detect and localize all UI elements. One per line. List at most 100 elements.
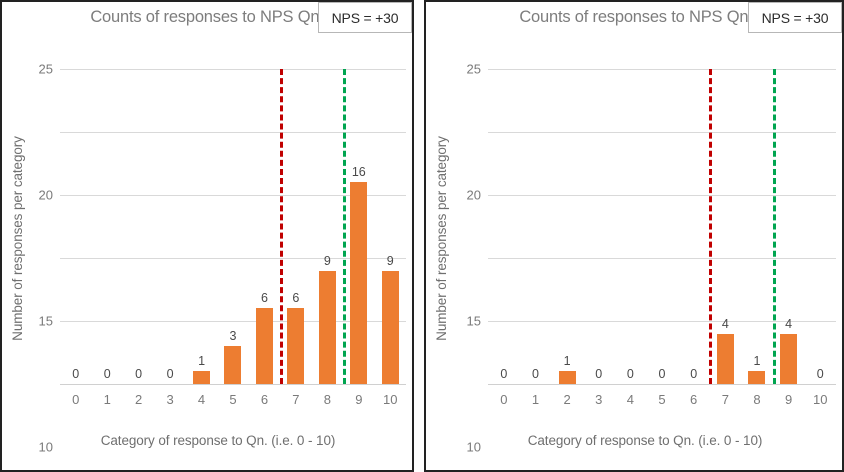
x-axis-tick-label: 10: [812, 392, 828, 407]
bar-value-label: 0: [690, 367, 698, 381]
bar-slot: 0: [60, 69, 91, 384]
bar[interactable]: [780, 333, 798, 384]
bar-slot: 0: [646, 69, 678, 384]
bar-value-label: 0: [626, 367, 634, 381]
bar-slot: 6: [280, 69, 311, 384]
gridline: 5: [60, 321, 406, 322]
bar[interactable]: [381, 270, 399, 384]
bar-value-label: 0: [531, 367, 539, 381]
bar[interactable]: [224, 346, 242, 384]
bar[interactable]: [287, 308, 305, 384]
x-axis-tick-label: 10: [383, 392, 398, 407]
bar-value-label: 0: [500, 367, 508, 381]
gridline: 10: [39, 258, 406, 455]
bar-slot: 4: [709, 69, 741, 384]
chart-panel-right[interactable]: Counts of responses to NPS Qn. NPS = +30…: [424, 0, 844, 472]
promoter-threshold-line: [772, 69, 776, 384]
bar-value-label: 6: [260, 291, 268, 306]
y-axis-title-text: Number of responses per category: [433, 135, 449, 341]
bar-slot: 0: [488, 69, 520, 384]
bar-value-label: 1: [563, 354, 571, 369]
bar-slot: 0: [615, 69, 647, 384]
bar-value-label: 0: [103, 367, 111, 381]
x-axis-tick-label: 9: [784, 392, 793, 407]
x-axis-tick-label: 1: [531, 392, 540, 407]
y-axis-title-text: Number of responses per category: [9, 135, 25, 341]
y-axis-tick-label: 15: [38, 313, 53, 329]
bar[interactable]: [350, 182, 368, 384]
gridline: 25: [467, 62, 836, 77]
x-axis-tick-label: 8: [323, 392, 331, 407]
bar-value-label: 0: [72, 367, 80, 381]
page-title: Counts of responses to NPS Qn.: [90, 8, 324, 26]
bar[interactable]: [255, 308, 273, 384]
x-axis-tick-label: 2: [135, 392, 143, 407]
bar-value-label: 0: [135, 367, 143, 381]
bar-slot: 0: [91, 69, 122, 384]
x-axis-tick-label: 4: [197, 392, 206, 407]
detractor-threshold-line: [709, 69, 713, 384]
bar-value-label: 0: [816, 367, 824, 381]
gridline: 20: [39, 132, 406, 203]
bar-slot: 0: [123, 69, 154, 384]
y-axis-tick-label: 20: [466, 187, 481, 203]
nps-score-badge: NPS = +30: [318, 2, 412, 33]
x-axis-tick-label: 5: [658, 392, 666, 407]
bar-slot: 0: [520, 69, 552, 384]
bar-slot: 0: [678, 69, 710, 384]
bar-value-label: 9: [323, 253, 331, 268]
gridline: 25: [39, 62, 406, 77]
x-axis-tick-label: 7: [721, 392, 729, 407]
x-axis-tick-label: 7: [292, 392, 300, 407]
bar-value-label: 4: [721, 316, 729, 331]
y-axis-tick-label: 10: [466, 439, 481, 455]
bar-value-label: 0: [658, 367, 666, 381]
axis-baseline: 0: [60, 384, 406, 385]
bar-slot: 16: [343, 69, 374, 384]
y-axis-title: Number of responses per category: [6, 2, 28, 470]
x-axis-tick-label: 0: [500, 392, 508, 407]
bar-value-label: 16: [351, 165, 366, 180]
x-axis-tick-label: 0: [72, 392, 80, 407]
plot-area: 0510152025000013669169: [39, 62, 406, 455]
bar[interactable]: [716, 333, 734, 384]
nps-score-badge: NPS = +30: [748, 2, 842, 33]
bar[interactable]: [558, 371, 576, 384]
x-axis-tick-label: 9: [355, 392, 363, 407]
y-axis-tick-label: 25: [466, 61, 481, 77]
bar[interactable]: [193, 371, 211, 384]
page-title: Counts of responses to NPS Qn.: [519, 8, 753, 26]
bar-value-label: 1: [753, 354, 761, 369]
bar-value-label: 9: [386, 253, 394, 268]
bar-slot: 3: [217, 69, 248, 384]
bar-slot: 6: [249, 69, 280, 384]
x-axis-title: Category of response to Qn. (i.e. 0 - 10…: [100, 433, 336, 448]
x-axis-tick-label: 6: [260, 392, 269, 407]
x-axis-tick-label: 3: [595, 392, 603, 407]
gridline: 20: [467, 132, 836, 203]
bar[interactable]: [318, 270, 336, 384]
y-axis-title: Number of responses per category: [430, 2, 452, 470]
bar-slot: 1: [186, 69, 217, 384]
x-axis-tick-label: 6: [690, 392, 698, 407]
x-axis-tick-label: 5: [229, 392, 237, 407]
bar-value-label: 0: [166, 367, 174, 381]
x-axis-tick-label: 3: [166, 392, 174, 407]
bar-value-label: 6: [292, 291, 300, 306]
chart-panel-left[interactable]: Counts of responses to NPS Qn. NPS = +30…: [0, 0, 414, 472]
x-axis-title: Category of response to Qn. (i.e. 0 - 10…: [527, 433, 763, 448]
x-axis-tick-label: 2: [563, 392, 571, 407]
bar-series: 0 0 1 0 0 0 0 4 1 4 0: [488, 69, 836, 384]
promoter-threshold-line: [343, 69, 347, 384]
bar-slot: 1: [741, 69, 773, 384]
bar[interactable]: [748, 371, 766, 384]
bar-slot: 0: [804, 69, 836, 384]
x-axis-tick-labels: 0 1 2 3 4 5 6 7 8 9 10: [488, 392, 836, 407]
bar-value-label: 1: [198, 354, 206, 369]
detractor-threshold-line: [280, 69, 284, 384]
gridline: 10: [467, 258, 836, 455]
x-axis-tick-label: 4: [626, 392, 634, 407]
bar-slot: 4: [773, 69, 805, 384]
y-axis-tick-label: 15: [466, 313, 481, 329]
